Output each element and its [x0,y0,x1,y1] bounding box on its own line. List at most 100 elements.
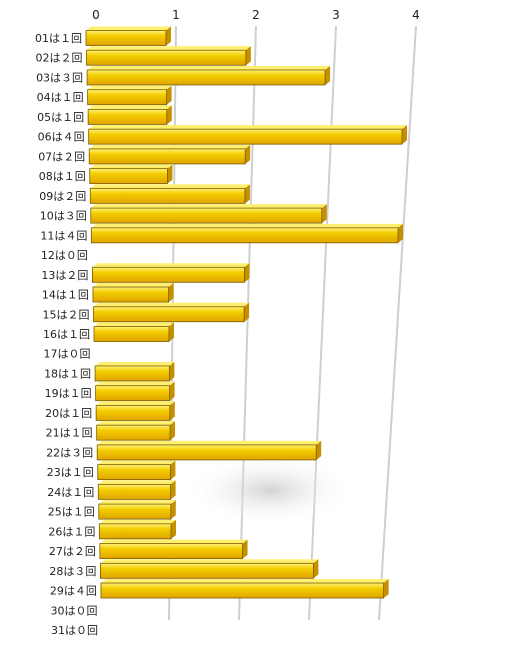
bar-top-face [96,421,175,426]
x-tick-label: 1 [172,8,180,22]
category-label: 01は１回 [35,32,82,45]
x-tick-label: 4 [412,8,420,22]
bar [97,464,171,481]
category-label: 06は４回 [38,131,85,144]
bar-end-cap [170,480,176,500]
grid-line [308,25,337,621]
bar-end-cap [168,283,174,303]
bar-top-face [89,164,173,169]
bar [93,306,245,323]
bar-top-face [99,539,248,544]
bar-top-face [87,85,172,90]
bar-top-face [87,65,331,70]
category-label: 28は３回 [49,565,96,578]
bar-end-cap [166,26,171,46]
bar [92,266,245,283]
bar [100,562,314,579]
category-labels: 01は１回 02は２回 03は３回 04は１回 05は１回 06は４回 07は２回 08は１回… [35,32,98,637]
bar [94,365,170,382]
bar-end-cap [170,460,176,480]
bar-end-cap [402,125,407,145]
bar-end-cap [244,302,250,322]
grid-line [238,25,257,621]
bar-end-cap [167,164,173,184]
x-tick-label: 2 [252,8,260,22]
bar-end-cap [171,519,176,539]
bar-top-face [88,125,408,130]
shadow-blob [185,454,355,526]
bar [97,483,172,500]
bar [98,503,172,520]
bar-top-face [98,500,176,505]
bar [99,543,243,559]
category-label: 11は４回 [40,229,87,242]
bar-end-cap [245,144,251,164]
bar-end-cap [383,579,389,599]
bar-end-cap [169,381,175,401]
bar [96,444,317,461]
bar [85,30,167,46]
bar-end-cap [242,539,248,559]
bar-top-face [94,322,174,327]
bar-end-cap [166,105,172,125]
bar [93,326,170,342]
bar [92,286,169,303]
bar-top-face [89,144,251,149]
category-label: 19は１回 [45,387,92,400]
bar-end-cap [166,85,172,105]
bars [85,26,408,599]
category-label: 10は３回 [40,210,87,223]
bar [89,168,168,185]
category-label: 27は２回 [49,545,96,558]
category-label: 21は１回 [46,427,93,440]
category-label: 23は１回 [47,466,94,479]
category-label: 09は２回 [39,190,86,203]
category-label: 03は３回 [36,71,83,84]
category-label: 25は１回 [48,506,95,519]
category-label: 05は１回 [37,111,84,124]
bar-top-face [86,26,171,31]
bar-end-cap [169,361,175,381]
category-label: 08は１回 [39,170,86,183]
x-axis-ticks: 0 1 2 3 4 [92,8,420,22]
bar [96,424,171,441]
bar-top-face [100,559,319,564]
bar-top-face [88,105,172,110]
bar-end-cap [169,401,175,421]
grid-line [378,25,417,621]
bar-end-cap [325,65,331,85]
bar-end-cap [170,500,176,520]
bar-top-face [92,283,174,288]
category-label: 18は１回 [44,367,91,380]
bar-end-cap [316,440,322,460]
bar [86,49,247,66]
category-label: 24は１回 [47,486,94,499]
bar-end-cap [244,184,250,204]
category-label: 13は２回 [41,269,88,282]
bar-end-cap [321,204,327,224]
category-label: 15は２回 [42,308,89,321]
x-tick-label: 3 [332,8,340,22]
bar-top-face [86,46,251,51]
bar [90,227,399,244]
category-label: 20は１回 [45,407,92,420]
bar-top-face [90,184,250,189]
bar [95,405,171,421]
bar-end-cap [170,421,175,441]
category-label: 22は３回 [46,446,93,459]
bar-top-face [95,361,175,366]
bar-top-face [92,263,250,268]
bar [90,207,323,224]
category-label: 07は２回 [38,150,85,163]
bar-top-face [91,223,403,228]
category-label: 26は１回 [48,525,95,538]
category-label: 12は０回 [41,249,88,262]
bar-top-face [97,440,322,445]
bar [89,187,246,204]
bar [87,109,168,125]
bar-top-face [90,204,327,209]
bar-end-cap [398,223,403,243]
bar [87,89,167,106]
bar-top-face [96,401,175,406]
